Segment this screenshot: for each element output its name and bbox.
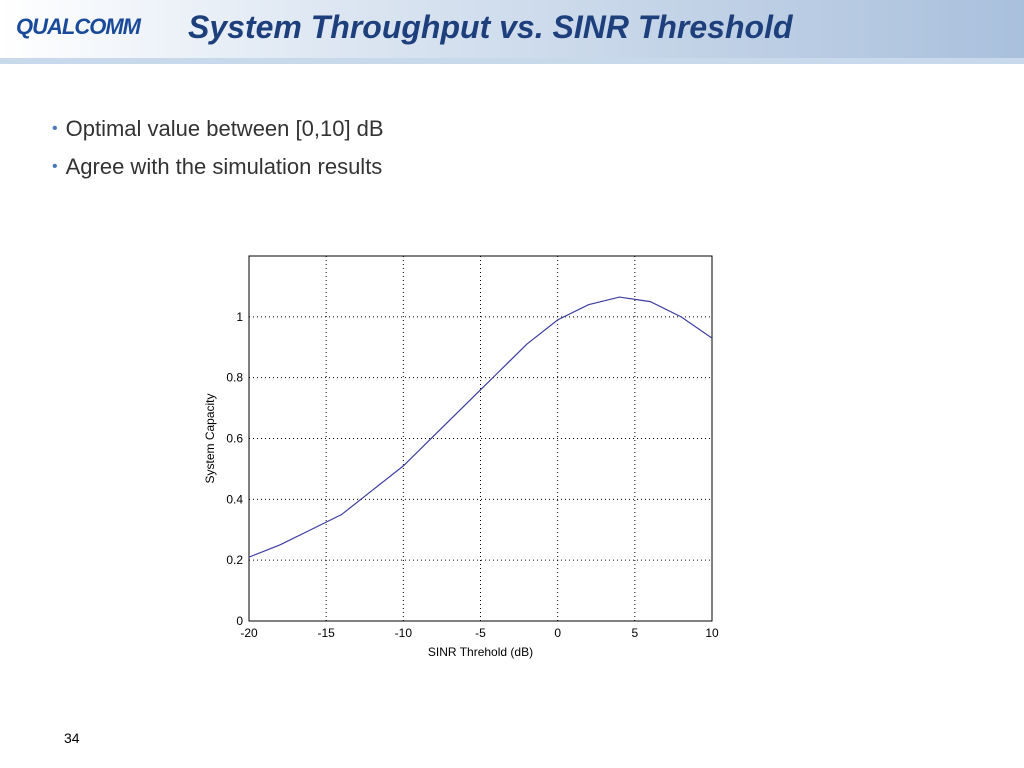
x-tick-label: -15 <box>317 626 335 640</box>
y-tick-label: 0.8 <box>226 371 243 385</box>
header-bar: QUALCOMM System Throughput vs. SINR Thre… <box>0 0 1024 64</box>
x-tick-label: -5 <box>475 626 486 640</box>
x-tick-label: -10 <box>395 626 413 640</box>
x-tick-label: 0 <box>554 626 561 640</box>
x-tick-label: 10 <box>705 626 719 640</box>
page-number: 34 <box>64 730 80 746</box>
bullet: Optimal value between [0,10] dB <box>52 116 384 142</box>
y-tick-label: 0.2 <box>226 553 243 567</box>
bullet-list: Optimal value between [0,10] dB Agree wi… <box>52 116 384 192</box>
plot-frame <box>248 255 713 622</box>
logo: QUALCOMM <box>16 14 141 39</box>
y-tick-label: 0.4 <box>226 492 243 506</box>
bullet: Agree with the simulation results <box>52 154 384 180</box>
data-line <box>248 296 713 558</box>
x-tick-label: -20 <box>240 626 258 640</box>
y-tick-label: 1 <box>236 310 243 324</box>
chart: 0 0.2 0.4 0.6 0.8 1 -20 -15 -10 -5 0 5 10 SINR Threho… <box>203 255 719 659</box>
y-tick-label: 0.6 <box>226 432 243 446</box>
y-tick-label: 0 <box>236 614 243 628</box>
y-axis-label: System Capacity <box>203 393 217 483</box>
x-tick-label: 5 <box>631 626 638 640</box>
slide-title: System Throughput vs. SINR Threshold <box>188 9 793 45</box>
x-axis-label: SINR Threhold (dB) <box>428 645 533 659</box>
